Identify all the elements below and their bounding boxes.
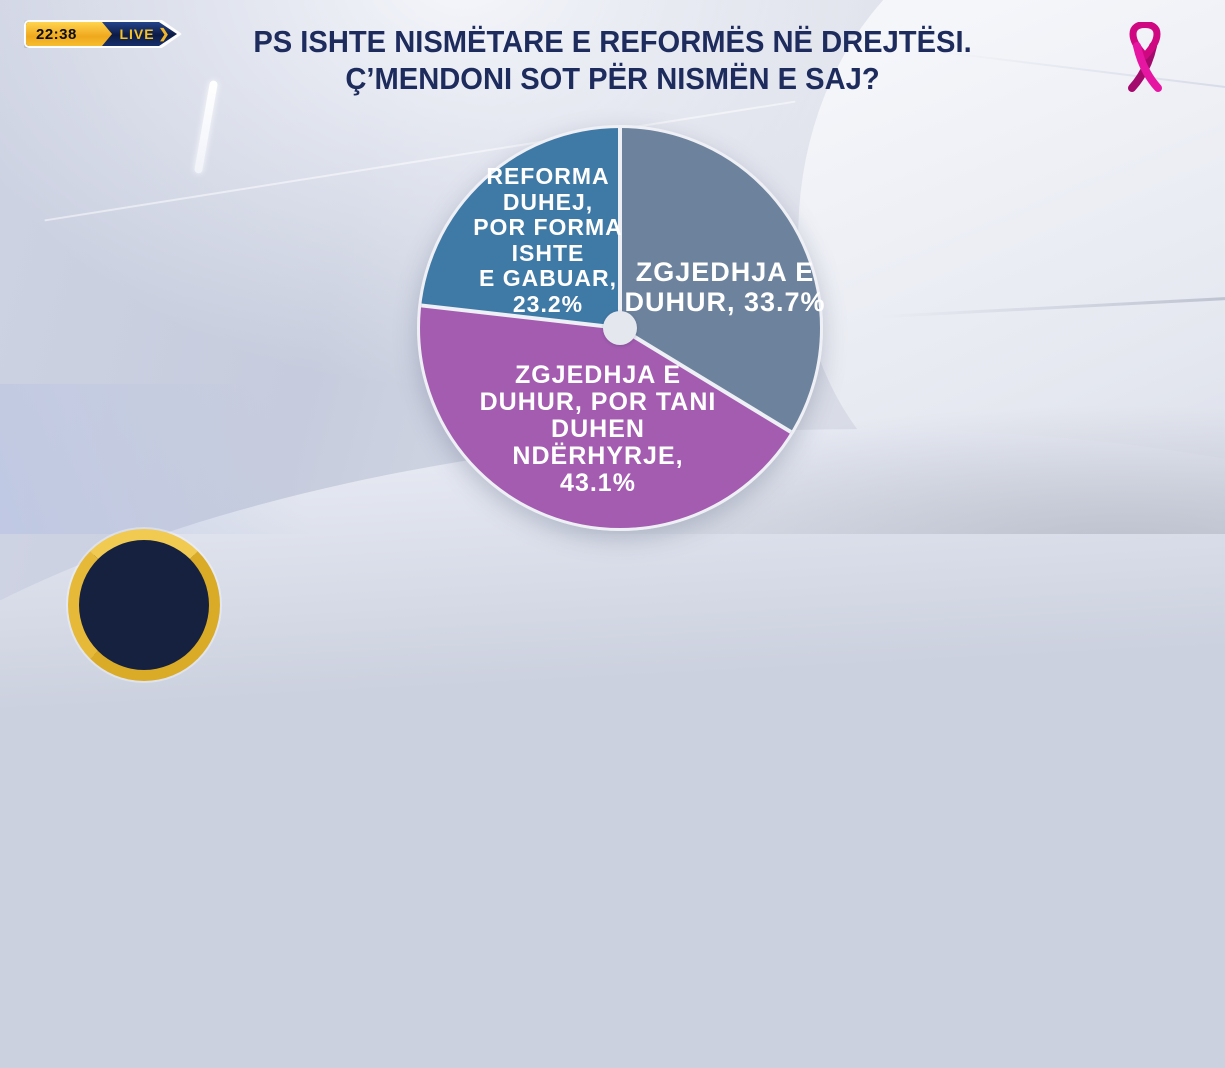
chevron-right-icon: ❯ bbox=[158, 26, 170, 41]
slice-label-line: ZGJEDHJA E bbox=[635, 257, 815, 287]
slice-label-value: 43.1% bbox=[560, 469, 636, 497]
live-label: LIVE bbox=[119, 26, 155, 42]
slice-label-line: POR FORMA bbox=[473, 214, 623, 240]
slice-label-reforma-duhej: REFORMA DUHEJ, POR FORMA ISHTE E GABUAR,… bbox=[448, 163, 648, 317]
poll-question-title: PS ISHTE NISMËTARE E REFORMËS NË DREJTËS… bbox=[37, 23, 1189, 97]
slice-label-line: E GABUAR, bbox=[478, 265, 618, 291]
slice-label-line: DUHUR, POR TANI bbox=[479, 388, 717, 416]
slice-divider bbox=[618, 128, 622, 328]
slice-label-line: DUHEJ, bbox=[502, 188, 594, 215]
slice-label-value: 23.2% bbox=[512, 290, 584, 317]
slice-label-line: DUHEN bbox=[551, 415, 645, 443]
pink-ribbon-icon bbox=[1128, 22, 1162, 92]
poll-question-line2: Ç’MENDONI SOT PËR NISMËN E SAJ? bbox=[345, 61, 880, 96]
slice-label-duhen-nderhyrje: ZGJEDHJA E DUHUR, POR TANI DUHEN NDËRHYR… bbox=[468, 362, 728, 497]
background-bottom-tint bbox=[0, 384, 430, 534]
live-badge: 22:38 LIVE ❯ bbox=[24, 20, 182, 48]
slice-label-line: ZGJEDHJA E bbox=[514, 361, 682, 389]
poll-question-line1: PS ISHTE NISMËTARE E REFORMËS NË DREJTËS… bbox=[253, 24, 972, 59]
channel-logo-partial bbox=[68, 529, 220, 681]
pie-center-dot bbox=[603, 311, 637, 345]
slice-label-zgjedhja-e-duhur: ZGJEDHJA E DUHUR, 33.7% bbox=[600, 257, 850, 317]
slice-label-value: DUHUR, 33.7% bbox=[624, 287, 826, 317]
slice-label-line: ISHTE bbox=[511, 239, 585, 266]
background-panel-line bbox=[880, 294, 1225, 319]
clock-badge: 22:38 bbox=[26, 22, 112, 46]
slice-label-line: REFORMA bbox=[486, 163, 610, 189]
clock-time: 22:38 bbox=[36, 25, 77, 43]
slice-label-line: NDËRHYRJE, bbox=[512, 442, 684, 470]
